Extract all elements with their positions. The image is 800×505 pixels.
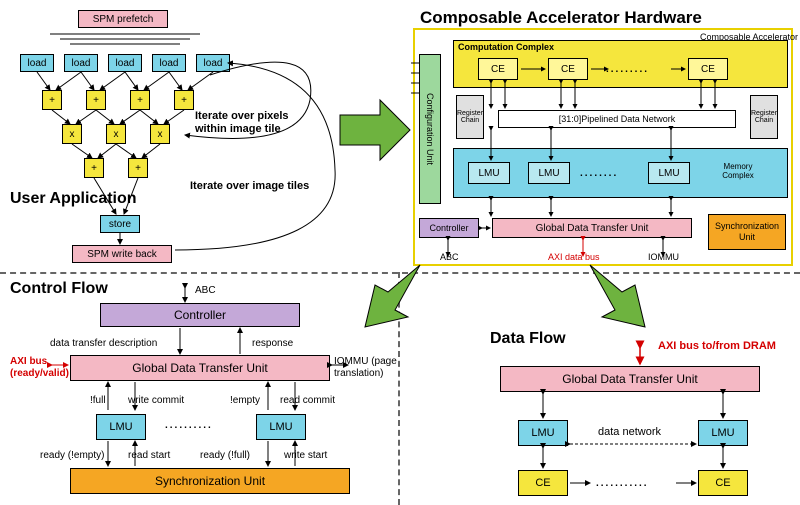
cf-axibus: AXI bus bbox=[10, 356, 47, 367]
big-arrow-right bbox=[340, 100, 410, 160]
cf-writecommit: write commit bbox=[128, 395, 184, 406]
store: store bbox=[100, 215, 140, 233]
load-5: load bbox=[196, 54, 230, 72]
lmu-dots: ........ bbox=[580, 168, 618, 179]
reg-chain-1: Register Chain bbox=[456, 95, 484, 139]
divider-h bbox=[0, 272, 800, 274]
cf-empty: !empty bbox=[230, 395, 260, 406]
df-lmu-2: LMU bbox=[698, 420, 748, 446]
ce-3: CE bbox=[688, 58, 728, 80]
cf-readcommit: read commit bbox=[280, 395, 335, 406]
df-ce-1: CE bbox=[518, 470, 568, 496]
title-hardware: Composable Accelerator Hardware bbox=[420, 8, 702, 28]
df-ce-dots: ........... bbox=[596, 478, 649, 489]
spm-prefetch-label: SPM prefetch bbox=[93, 14, 154, 25]
hw-gdtu: Global Data Transfer Unit bbox=[492, 218, 692, 238]
load-3: load bbox=[108, 54, 142, 72]
x-1: x bbox=[62, 124, 82, 144]
title-user-app: User Application bbox=[10, 190, 137, 208]
load-4: load bbox=[152, 54, 186, 72]
lmu-h2: LMU bbox=[528, 162, 570, 184]
cf-readstart: read start bbox=[128, 450, 170, 461]
plus-b1: + bbox=[84, 158, 104, 178]
x-2: x bbox=[106, 124, 126, 144]
big-arrow-df bbox=[580, 265, 660, 335]
cf-writestart: write start bbox=[284, 450, 327, 461]
cf-iommu: IOMMU (page bbox=[334, 356, 397, 367]
ce-1: CE bbox=[478, 58, 518, 80]
cf-sync-unit: Synchronization Unit bbox=[70, 468, 350, 494]
iter2: Iterate over image tiles bbox=[190, 180, 309, 192]
tree-lines bbox=[0, 0, 340, 270]
iter1b: within image tile bbox=[195, 123, 281, 135]
reg-chain-2: Register Chain bbox=[750, 95, 778, 139]
load-2: load bbox=[64, 54, 98, 72]
hw-controller: Controller bbox=[419, 218, 479, 238]
hw-abc: ABC bbox=[440, 252, 459, 262]
cf-controller: Controller bbox=[100, 303, 300, 327]
hw-sync-unit: Synchronization Unit bbox=[708, 214, 786, 250]
spm-writeback: SPM write back bbox=[72, 245, 172, 263]
df-ce-2: CE bbox=[698, 470, 748, 496]
comp-complex-label: Computation Complex bbox=[458, 42, 554, 52]
plus-3: + bbox=[130, 90, 150, 110]
spm-prefetch: SPM prefetch bbox=[78, 10, 168, 28]
load-1: load bbox=[20, 54, 54, 72]
cf-abc: ABC bbox=[195, 285, 216, 296]
cf-full: !full bbox=[90, 395, 106, 406]
plus-b2: + bbox=[128, 158, 148, 178]
hatch-lines bbox=[40, 30, 210, 50]
cf-gdtu: Global Data Transfer Unit bbox=[70, 355, 330, 381]
title-control-flow: Control Flow bbox=[10, 280, 108, 298]
cf-readyfull: ready (!full) bbox=[200, 450, 250, 461]
df-datanet: data network bbox=[598, 426, 661, 438]
cf-lmu-2: LMU bbox=[256, 414, 306, 440]
plus-4: + bbox=[174, 90, 194, 110]
cf-lmu-dots: .......... bbox=[165, 420, 213, 431]
divider-v bbox=[398, 272, 400, 505]
pipeline-net: [31:0]Pipelined Data Network bbox=[498, 110, 736, 128]
config-unit: Configuration Unit bbox=[419, 54, 441, 204]
cf-response: response bbox=[252, 338, 293, 349]
cf-readyempty: ready (!empty) bbox=[40, 450, 104, 461]
lmu-h1: LMU bbox=[468, 162, 510, 184]
cf-iommu2: translation) bbox=[334, 368, 383, 379]
iter1: Iterate over pixels bbox=[195, 110, 289, 122]
x-3: x bbox=[150, 124, 170, 144]
hw-axi: AXI data bus bbox=[548, 252, 600, 262]
title-data-flow: Data Flow bbox=[490, 330, 566, 348]
cf-datadesc: data transfer description bbox=[50, 338, 157, 349]
df-lmu-1: LMU bbox=[518, 420, 568, 446]
ce-dots: ......... bbox=[606, 64, 649, 75]
hw-iommu: IOMMU bbox=[648, 252, 679, 262]
big-arrow-cf bbox=[350, 265, 430, 335]
plus-1: + bbox=[42, 90, 62, 110]
df-axidram: AXI bus to/from DRAM bbox=[658, 340, 776, 352]
cf-readyvalid: (ready/valid) bbox=[10, 368, 69, 379]
df-gdtu: Global Data Transfer Unit bbox=[500, 366, 760, 392]
ce-2: CE bbox=[548, 58, 588, 80]
plus-2: + bbox=[86, 90, 106, 110]
lmu-h3: LMU bbox=[648, 162, 690, 184]
cf-lmu-1: LMU bbox=[96, 414, 146, 440]
mem-complex-label: Memory Complex bbox=[708, 162, 768, 180]
